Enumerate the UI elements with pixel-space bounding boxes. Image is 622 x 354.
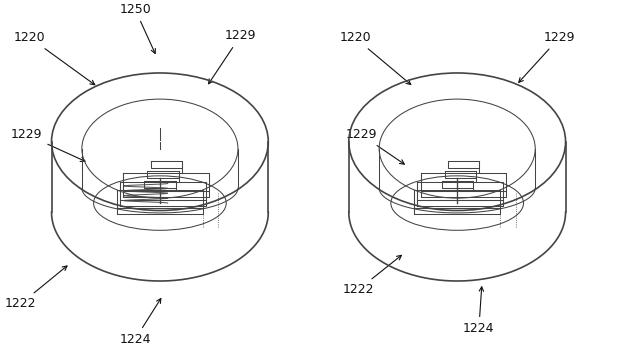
Text: 1229: 1229 [519,31,575,82]
Text: 1220: 1220 [339,31,411,85]
Text: 1222: 1222 [342,255,401,296]
Text: 1229: 1229 [11,128,85,161]
Text: 1224: 1224 [119,298,161,346]
Text: 1229: 1229 [208,29,256,84]
Text: 1224: 1224 [463,287,494,335]
Text: 1229: 1229 [345,128,404,164]
Text: 1250: 1250 [119,3,156,53]
Text: 1222: 1222 [5,266,67,310]
Text: 1220: 1220 [14,31,95,85]
